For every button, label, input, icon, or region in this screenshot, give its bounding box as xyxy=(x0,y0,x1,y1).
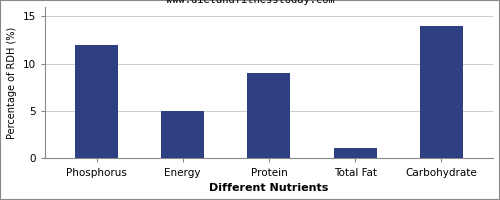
Bar xyxy=(420,26,463,158)
Bar xyxy=(334,148,376,158)
Bar xyxy=(75,45,118,158)
Y-axis label: Percentage of RDH (%): Percentage of RDH (%) xyxy=(7,27,17,139)
X-axis label: Different Nutrients: Different Nutrients xyxy=(209,183,328,193)
Text: www.dietandfitnesstoday.com: www.dietandfitnesstoday.com xyxy=(166,0,334,5)
Bar xyxy=(161,111,204,158)
Bar xyxy=(248,73,290,158)
